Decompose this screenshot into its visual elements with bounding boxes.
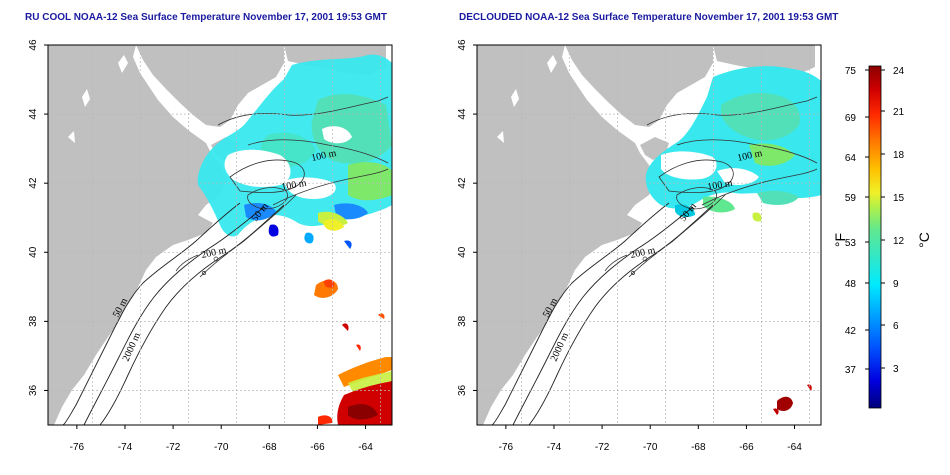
colorbar-f-tick: 42	[845, 326, 857, 337]
colorbar-f-tick: 53	[845, 238, 857, 249]
right-y-tick-label: 44	[457, 108, 468, 120]
right-y-tick-label: 46	[457, 39, 468, 51]
colorbar-c-tick: 24	[893, 66, 905, 77]
right-x-tick-label: -64	[787, 442, 802, 453]
right-contour-label-100m-b: 100 m	[707, 178, 734, 193]
left-y-tick-label: 40	[28, 246, 39, 258]
colorbar-c-tick: 12	[893, 236, 905, 247]
right-panel-title: DECLOUDED NOAA-12 Sea Surface Temperatur…	[459, 12, 839, 23]
left-map-panel	[47, 44, 393, 426]
right-map-panel	[476, 44, 822, 426]
right-x-tick-label: -76	[499, 442, 514, 453]
right-y-tick-label: 40	[457, 246, 468, 258]
right-x-tick-label: -66	[739, 442, 754, 453]
colorbar-gradient	[868, 65, 882, 409]
right-contour-label-100m-a: 100 m	[736, 148, 763, 164]
left-panel-title: RU COOL NOAA-12 Sea Surface Temperature …	[25, 12, 387, 23]
axis-tick-labels: -76 -74 -72 -70 -68 -66 -64 36 38 40 42 44 46 -76 -74 -…	[28, 39, 802, 453]
right-contour-label-200m: 200 m	[629, 245, 656, 261]
right-y-tick-label: 38	[457, 315, 468, 327]
colorbar-c-tick: 3	[893, 364, 899, 375]
left-x-tick-label: -72	[166, 442, 181, 453]
left-y-tick-label: 38	[28, 315, 39, 327]
sst-colorbar: 75 69 64 59 53 48 42 37 24 21 18 15 12 9 6 3 °F °C	[832, 65, 932, 409]
left-x-tick-label: -64	[358, 442, 373, 453]
right-y-tick-label: 42	[457, 177, 468, 189]
colorbar-f-tick: 75	[845, 66, 857, 77]
right-x-tick-label: -74	[547, 442, 562, 453]
left-x-tick-label: -76	[70, 442, 85, 453]
colorbar-f-tick: 59	[845, 193, 857, 204]
right-x-tick-label: -72	[595, 442, 610, 453]
colorbar-f-tick: 37	[845, 365, 857, 376]
colorbar-f-tick: 64	[845, 153, 857, 164]
colorbar-c-tick: 15	[893, 193, 905, 204]
right-y-tick-label: 36	[457, 384, 468, 396]
left-x-tick-label: -66	[310, 442, 325, 453]
left-contour-label-100m-a: 100 m	[310, 148, 337, 164]
right-x-tick-label: -68	[691, 442, 706, 453]
colorbar-ticks: 75 69 64 59 53 48 42 37 24 21 18 15 12 9 6 3	[845, 66, 905, 376]
left-y-tick-label: 44	[28, 108, 39, 120]
colorbar-unit-celsius: °C	[916, 232, 932, 248]
left-x-tick-label: -74	[118, 442, 133, 453]
colorbar-c-tick: 21	[893, 107, 905, 118]
colorbar-f-tick: 69	[845, 113, 857, 124]
colorbar-c-tick: 9	[893, 279, 899, 290]
colorbar-c-tick: 18	[893, 150, 905, 161]
left-y-tick-label: 36	[28, 384, 39, 396]
left-x-tick-label: -70	[214, 442, 229, 453]
left-y-tick-label: 46	[28, 39, 39, 51]
left-y-tick-label: 42	[28, 177, 39, 189]
left-contour-label-200m: 200 m	[200, 245, 227, 261]
colorbar-c-tick: 6	[893, 321, 899, 332]
right-x-tick-label: -70	[643, 442, 658, 453]
colorbar-unit-fahrenheit: °F	[832, 233, 848, 247]
colorbar-f-tick: 48	[845, 279, 857, 290]
left-contour-label-100m-b: 100 m	[281, 178, 308, 193]
left-x-tick-label: -68	[262, 442, 277, 453]
